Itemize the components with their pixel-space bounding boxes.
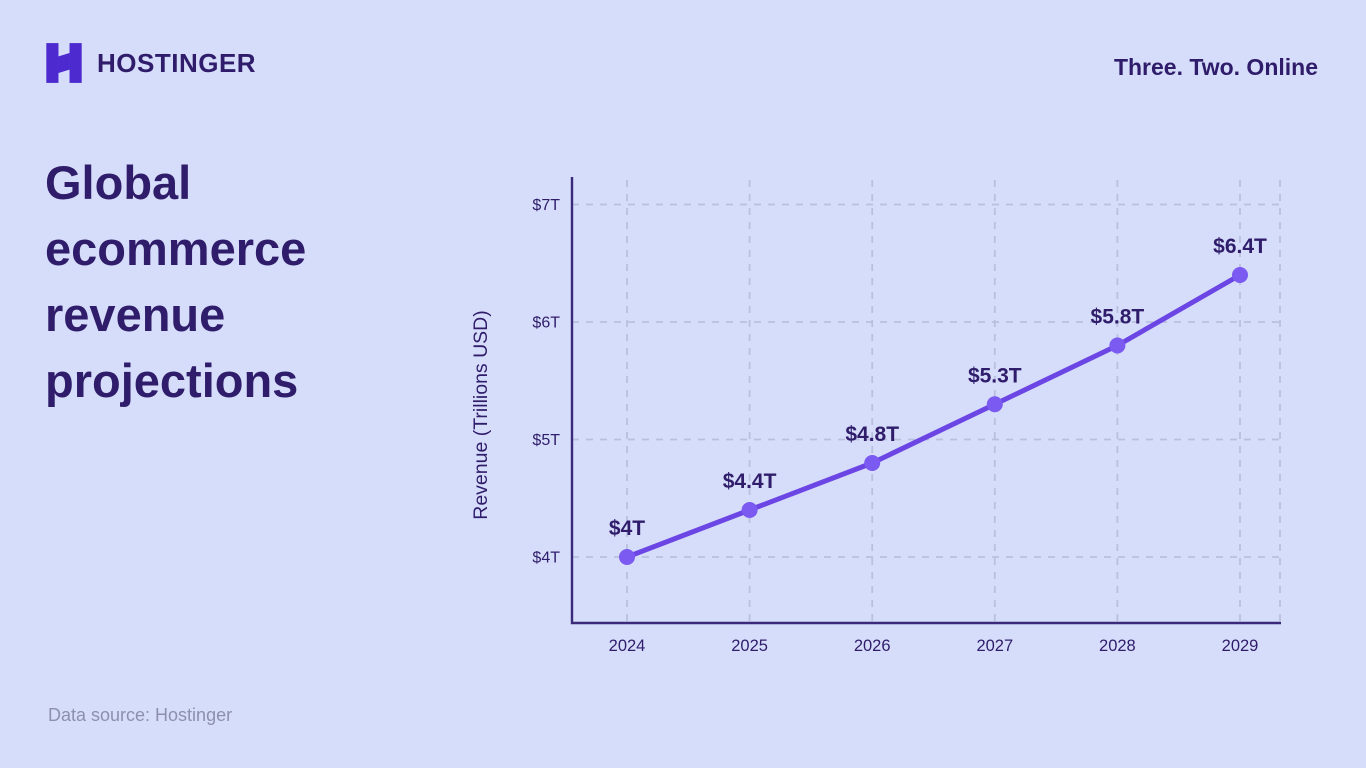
y-tick-label: $4T — [532, 550, 560, 567]
hostinger-h-icon — [46, 43, 82, 83]
data-point-label: $4.8T — [845, 423, 899, 446]
data-point — [864, 455, 881, 471]
data-point — [619, 549, 635, 565]
x-tick-label: 2026 — [854, 637, 891, 655]
data-point — [986, 396, 1003, 413]
brand-tagline: Three. Two. Online — [1113, 54, 1318, 80]
page-title-line-1: Global — [45, 156, 192, 209]
data-point-label: $5.8T — [1091, 306, 1145, 329]
data-point-label: $6.4T — [1213, 235, 1267, 258]
data-point — [1232, 267, 1248, 283]
data-point-label: $4.4T — [723, 470, 777, 493]
page-title: Global ecommerce revenue projections — [45, 150, 306, 414]
data-point-label: $4T — [609, 517, 645, 540]
hostinger-logo: HOSTINGER — [45, 42, 256, 84]
brand-name: HOSTINGER — [97, 47, 257, 78]
page-title-line-3: revenue — [45, 288, 226, 341]
revenue-line-chart: $4T $5T $6T $7T 2024 2025 2026 2027 2028 2029 Reve… — [440, 150, 1330, 695]
data-source-note: Data source: Hostinger — [48, 705, 233, 725]
y-tick-label: $5T — [532, 432, 560, 449]
y-tick-label: $7T — [532, 197, 560, 214]
page-title-line-2: ecommerce — [45, 222, 307, 275]
x-tick-label: 2029 — [1222, 637, 1259, 655]
revenue-series-line — [624, 272, 1243, 560]
data-point — [1109, 337, 1126, 354]
x-tick-label: 2025 — [731, 637, 768, 655]
revenue-line-chart-svg: $4T $5T $6T $7T 2024 2025 2026 2027 2028 2029 Reve… — [470, 177, 1281, 655]
page-title-line-4: projections — [45, 354, 299, 407]
x-tick-label: 2027 — [976, 637, 1013, 655]
axes — [570, 177, 1281, 625]
y-axis-label: Revenue (Trillions USD) — [470, 310, 492, 520]
data-point-label: $5.3T — [968, 364, 1022, 387]
x-tick-label: 2028 — [1099, 637, 1136, 655]
y-tick-label: $6T — [532, 315, 560, 332]
x-tick-label: 2024 — [609, 637, 646, 655]
data-point — [741, 502, 758, 518]
